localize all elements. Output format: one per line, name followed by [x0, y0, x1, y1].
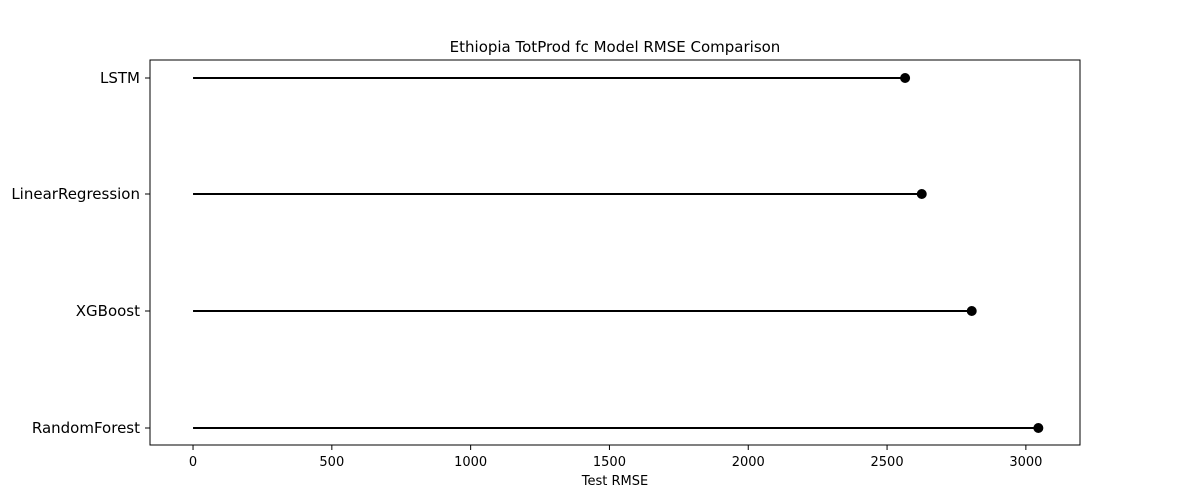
- marker-randomforest: [1033, 423, 1044, 433]
- y-tick-label: XGBoost: [76, 302, 140, 320]
- x-tick-label: 2500: [871, 455, 904, 470]
- y-axis: LSTM LinearRegression XGBoost RandomForest: [11, 69, 150, 437]
- plot-area-frame: [149, 59, 1081, 446]
- marker-xgboost: [966, 306, 977, 316]
- x-tick-label: 500: [319, 455, 344, 470]
- x-tick-label: 1500: [593, 455, 626, 470]
- x-axis-label: Test RMSE: [581, 474, 648, 489]
- x-axis: 0 500 1000 1500 2000 2500 3000: [189, 445, 1042, 470]
- x-tick-label: 1000: [454, 455, 487, 470]
- x-tick-label: 2000: [732, 455, 765, 470]
- chart-marks: [193, 73, 1044, 433]
- y-tick-label: LinearRegression: [11, 185, 140, 203]
- marker-linearregression: [916, 189, 927, 199]
- marker-lstm: [900, 73, 911, 83]
- y-tick-label: RandomForest: [32, 419, 140, 437]
- x-tick-label: 3000: [1009, 455, 1042, 470]
- chart-title: Ethiopia TotProd fc Model RMSE Compariso…: [450, 38, 781, 56]
- x-tick-label: 0: [189, 455, 197, 470]
- y-tick-label: LSTM: [100, 69, 140, 87]
